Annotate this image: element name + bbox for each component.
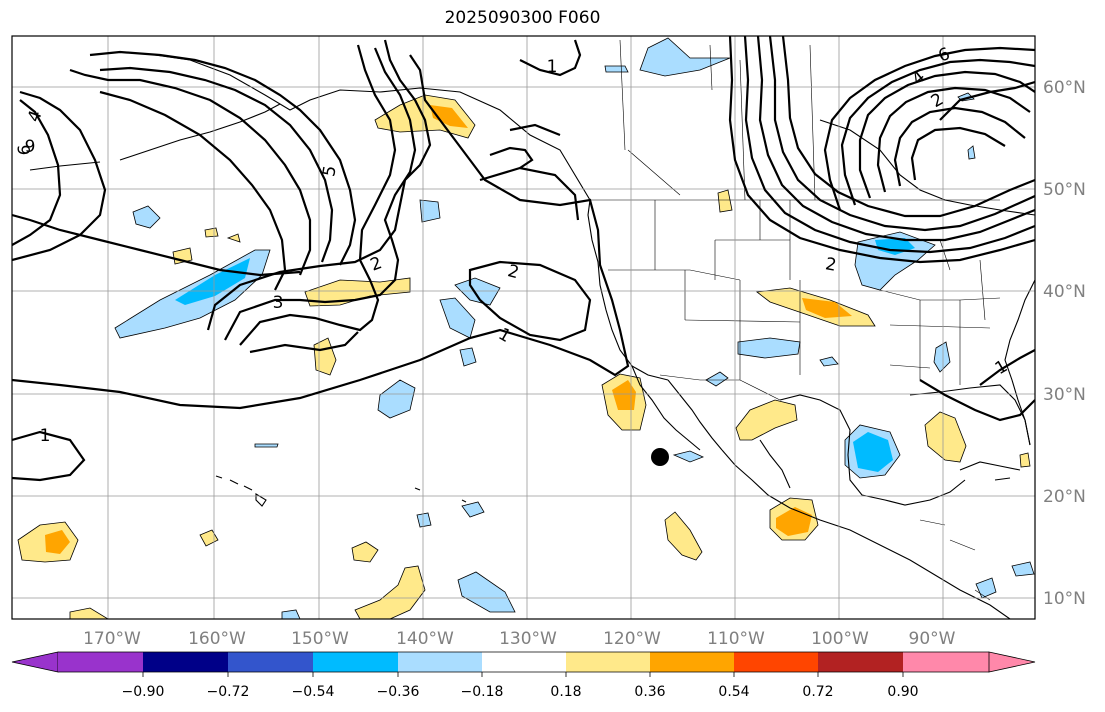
positive-anomaly-region <box>664 511 703 561</box>
negative-anomaly-region <box>419 199 441 223</box>
negative-anomaly-region <box>604 65 629 73</box>
contour-lines <box>12 36 1035 482</box>
negative-anomaly-region <box>967 145 976 160</box>
colorbar-tick-label: −0.90 <box>122 684 165 700</box>
lon-label: 150°W <box>291 629 349 649</box>
map-area: 1 2 3 5 4 6 9 2 1 2 1 2 4 6 1 <box>12 36 1035 619</box>
lat-label: 10°N <box>1043 589 1086 609</box>
colorbar-segment <box>482 652 566 672</box>
colorbar-segment <box>818 652 903 672</box>
positive-anomaly-region <box>924 411 967 463</box>
map-title: 2025090300 F060 <box>444 8 601 28</box>
negative-anomaly-region <box>459 347 477 367</box>
lon-label: 100°W <box>811 629 869 649</box>
negative-anomaly-region <box>377 379 416 419</box>
positive-anomaly-region <box>69 607 109 619</box>
colorbar-tick-label: −0.54 <box>292 684 335 700</box>
negative-anomaly-region <box>461 501 485 518</box>
lat-label: 50°N <box>1043 180 1086 200</box>
contour-label: 6 <box>15 145 35 156</box>
positive-anomaly-region <box>304 277 411 307</box>
negative-anomaly-region <box>175 258 250 305</box>
negative-anomaly-region <box>819 356 839 367</box>
colorbar-tick-label: −0.36 <box>377 684 420 700</box>
negative-anomaly-region <box>439 297 476 339</box>
positive-anomaly-region <box>204 227 219 238</box>
lon-label: 140°W <box>396 629 454 649</box>
positive-anomaly-region <box>717 189 733 213</box>
colorbar-tick-label: 0.18 <box>550 684 581 700</box>
colorbar-tick-label: 0.72 <box>802 684 833 700</box>
lon-label: 110°W <box>707 629 765 649</box>
colorbar-segment <box>566 652 650 672</box>
lon-label: 160°W <box>188 629 246 649</box>
colorbar-segment <box>143 652 228 672</box>
contour-label: 3 <box>273 293 284 313</box>
positive-anomaly-region <box>354 565 426 619</box>
map-frame <box>11 35 1036 620</box>
negative-anomaly-region <box>416 512 432 528</box>
lat-label: 30°N <box>1043 385 1086 405</box>
lon-label: 130°W <box>499 629 557 649</box>
negative-anomaly-region <box>853 432 893 472</box>
positive-anomaly-region <box>430 105 468 128</box>
political-borders <box>590 39 1001 601</box>
positive-anomaly-region <box>776 507 812 536</box>
negative-anomaly-region <box>254 443 279 448</box>
contour-label: 1 <box>40 426 51 446</box>
colorbar-tick-label: 0.54 <box>718 684 749 700</box>
positive-anomaly-region <box>735 399 798 441</box>
colorbar-segment <box>228 652 313 672</box>
longitude-labels: 170°W 160°W 150°W 140°W 130°W 120°W 110°… <box>83 629 956 649</box>
lon-label: 170°W <box>83 629 141 649</box>
contour-label: 1 <box>547 57 558 77</box>
negative-anomaly-region <box>132 205 161 229</box>
negative-anomaly-region <box>281 609 301 619</box>
colorbar-segment <box>650 652 734 672</box>
colorbar-segment <box>903 652 989 672</box>
positive-anomaly-region <box>45 530 70 554</box>
colorbar: −0.90 −0.72 −0.54 −0.36 −0.18 0.18 0.36 … <box>11 651 1036 700</box>
colorbar-tick-label: −0.72 <box>207 684 250 700</box>
contour-label: 2 <box>824 254 838 276</box>
colorbar-extend-high <box>988 651 1036 673</box>
latitude-labels: 60°N 50°N 40°N 30°N 20°N 10°N <box>1043 78 1086 609</box>
coastlines <box>29 54 1035 619</box>
colorbar-segment <box>398 652 482 672</box>
positive-anomaly-region <box>1019 452 1031 468</box>
location-marker <box>651 448 669 466</box>
lon-label: 90°W <box>909 629 956 649</box>
lat-label: 40°N <box>1043 282 1086 302</box>
positive-anomaly-region <box>226 233 241 243</box>
negative-anomaly-region <box>705 371 729 387</box>
negative-anomaly-region <box>639 37 731 77</box>
lat-label: 20°N <box>1043 487 1086 507</box>
colorbar-tick-label: 0.90 <box>887 684 918 700</box>
contour-label: 5 <box>319 164 341 178</box>
negative-anomaly-region <box>457 571 516 613</box>
colorbar-tick-label: −0.18 <box>461 684 504 700</box>
contour-label: 2 <box>505 261 521 283</box>
colorbar-segment <box>734 652 818 672</box>
negative-anomaly-region <box>454 277 501 306</box>
negative-anomaly-region <box>737 337 801 359</box>
graticule <box>12 36 1035 619</box>
colorbar-segment <box>58 652 143 672</box>
positive-anomaly-region <box>802 298 852 318</box>
colorbar-segment <box>313 652 398 672</box>
negative-anomaly-region <box>672 450 705 463</box>
colorbar-extend-low <box>11 651 59 673</box>
positive-anomaly-region <box>351 541 379 563</box>
negative-anomaly-region <box>1011 561 1035 577</box>
positive-anomaly-region <box>199 529 219 547</box>
contour-label: 9 <box>25 137 36 157</box>
lat-label: 60°N <box>1043 78 1086 98</box>
positive-anomaly-region <box>612 380 636 410</box>
negative-anomaly-region <box>933 341 951 373</box>
positive-anomaly-region <box>374 94 476 139</box>
colorbar-tick-label: 0.36 <box>634 684 665 700</box>
lon-label: 120°W <box>603 629 661 649</box>
